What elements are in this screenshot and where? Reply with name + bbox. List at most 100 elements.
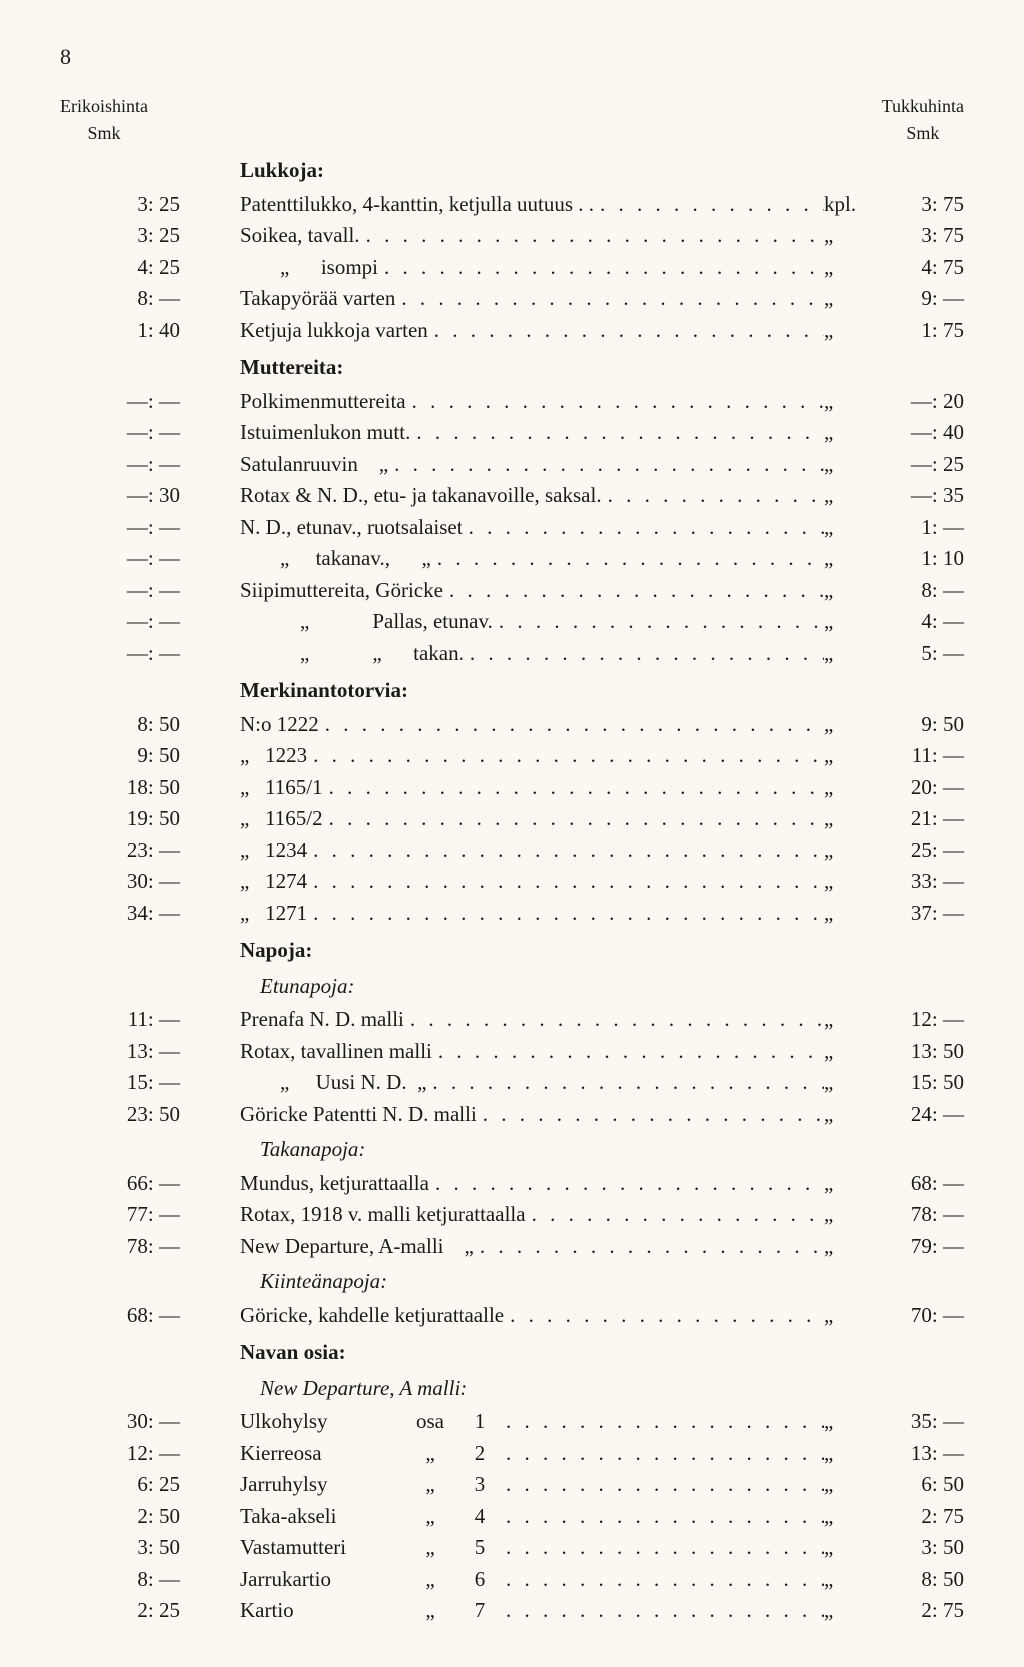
section-merkinanto-rows: 8: 50N:o 1222. . . . . . . . . . . . . .… [60, 709, 964, 930]
part-number: 5 [460, 1532, 500, 1564]
part-osa: „ [400, 1595, 460, 1627]
header-left-2: Smk [60, 120, 148, 147]
price-right: 8: 50 [874, 1564, 964, 1596]
price-right: 3: 75 [874, 220, 964, 252]
price-left: 2: 50 [60, 1501, 240, 1533]
price-left: 77: — [60, 1199, 240, 1231]
price-unit: „ [824, 1438, 874, 1470]
price-left: 30: — [60, 1406, 240, 1438]
price-right: 3: 75 [874, 189, 964, 221]
price-left: 8: 50 [60, 709, 240, 741]
leader-dots: . . . . . . . . . . . . . . . . . . . . … [323, 772, 824, 804]
section-merkinanto-title: Merkinantotorvia: [240, 675, 964, 707]
leader-dots: . . . . . . . . . . . . . . . . . . . . … [474, 1231, 824, 1263]
price-row: 4: 25„ isompi. . . . . . . . . . . . . .… [60, 252, 964, 284]
price-right: 8: — [874, 575, 964, 607]
column-headers: Erikoishinta Smk Tukkuhinta Smk [60, 93, 964, 147]
price-right: 9: 50 [874, 709, 964, 741]
price-desc: Siipimuttereita, Göricke [240, 575, 443, 607]
price-right: 4: 75 [874, 252, 964, 284]
page-number: 8 [60, 40, 964, 73]
sub-takanapoja-rows: 66: —Mundus, ketjurattaalla. . . . . . .… [60, 1168, 964, 1263]
price-left: —: — [60, 386, 240, 418]
price-right: 4: — [874, 606, 964, 638]
leader-dots: . . . . . . . . . . . . . . . . . . . . … [463, 512, 824, 544]
price-unit: „ [824, 1067, 874, 1099]
price-left: 4: 25 [60, 252, 240, 284]
price-row: 2: 50Taka-akseli„4. . . . . . . . . . . … [60, 1501, 964, 1533]
price-desc: Ketjuja lukkoja varten [240, 315, 428, 347]
price-row: —: —„ „ takan.. . . . . . . . . . . . . … [60, 638, 964, 670]
price-right: 37: — [874, 898, 964, 930]
part-number: 4 [460, 1501, 500, 1533]
price-desc: „ 1223 [240, 740, 307, 772]
price-desc: Polkimenmuttereita [240, 386, 406, 418]
price-row: 23: —„ 1234. . . . . . . . . . . . . . .… [60, 835, 964, 867]
price-left: 23: 50 [60, 1099, 240, 1131]
header-right-1: Tukkuhinta [882, 93, 964, 120]
leader-dots: . . . . . . . . . . . . . . . . . . . . … [431, 543, 824, 575]
price-unit: „ [824, 1564, 874, 1596]
price-left: —: — [60, 606, 240, 638]
price-right: 1: 75 [874, 315, 964, 347]
sub-newdeparture-title: New Departure, A malli: [260, 1373, 964, 1405]
price-desc: Göricke, kahdelle ketjurattaalle [240, 1300, 504, 1332]
sub-etunapoja-rows: 11: —Prenafa N. D. malli. . . . . . . . … [60, 1004, 964, 1130]
price-left: 3: 50 [60, 1532, 240, 1564]
price-row: 15: —„ Uusi N. D. „. . . . . . . . . . .… [60, 1067, 964, 1099]
price-row: —: —Satulanruuvin „. . . . . . . . . . .… [60, 449, 964, 481]
price-right: 35: — [874, 1406, 964, 1438]
price-right: 2: 75 [874, 1595, 964, 1627]
section-lukkoja-title: Lukkoja: [240, 155, 964, 187]
price-left: 23: — [60, 835, 240, 867]
price-unit: „ [824, 772, 874, 804]
leader-dots: . . . . . . . . . . . . . . . . . . . . … [388, 449, 824, 481]
price-unit: „ [824, 543, 874, 575]
price-left: 2: 25 [60, 1595, 240, 1627]
price-right: 20: — [874, 772, 964, 804]
price-desc: Soikea, tavall. [240, 220, 360, 252]
price-unit: „ [824, 1036, 874, 1068]
price-unit: „ [824, 417, 874, 449]
price-left: 11: — [60, 1004, 240, 1036]
leader-dots: . . . . . . . . . . . . . . . . . . . . … [493, 606, 824, 638]
price-unit: „ [824, 252, 874, 284]
price-right: 25: — [874, 835, 964, 867]
leader-dots: . . . . . . . . . . . . . . . . . . . . … [432, 1036, 824, 1068]
price-desc: „ takanav., „ [240, 543, 431, 575]
price-unit: „ [824, 835, 874, 867]
price-unit: „ [824, 1231, 874, 1263]
price-desc: Satulanruuvin „ [240, 449, 388, 481]
price-row: —: —N. D., etunav., ruotsalaiset. . . . … [60, 512, 964, 544]
leader-dots: . . . . . . . . . . . . . . . . . . . . … [307, 740, 824, 772]
price-row: 2: 25Kartio„7. . . . . . . . . . . . . .… [60, 1595, 964, 1627]
price-right: 13: — [874, 1438, 964, 1470]
price-row: 8: —Takapyörää varten. . . . . . . . . .… [60, 283, 964, 315]
price-right: 1: — [874, 512, 964, 544]
price-desc: „ 1234 [240, 835, 307, 867]
price-right: 79: — [874, 1231, 964, 1263]
leader-dots: . . . . . . . . . . . . . . . . . . . . … [429, 1168, 824, 1200]
price-row: —: 30Rotax & N. D., etu- ja takanavoille… [60, 480, 964, 512]
part-osa: „ [400, 1564, 460, 1596]
price-unit: „ [824, 740, 874, 772]
price-right: 12: — [874, 1004, 964, 1036]
price-desc: Taka-akseli [240, 1501, 400, 1533]
price-row: —: —„ takanav., „. . . . . . . . . . . .… [60, 543, 964, 575]
price-row: 11: —Prenafa N. D. malli. . . . . . . . … [60, 1004, 964, 1036]
price-left: —: — [60, 449, 240, 481]
price-row: 12: —Kierreosa„2. . . . . . . . . . . . … [60, 1438, 964, 1470]
price-desc: Kartio [240, 1595, 400, 1627]
price-unit: „ [824, 1501, 874, 1533]
price-right: 5: — [874, 638, 964, 670]
price-unit: „ [824, 1199, 874, 1231]
price-row: 66: —Mundus, ketjurattaalla. . . . . . .… [60, 1168, 964, 1200]
price-unit: „ [824, 1595, 874, 1627]
price-left: —: — [60, 543, 240, 575]
leader-dots: . . . . . . . . . . . . . . . . . . . . … [426, 1067, 824, 1099]
section-muttereita-title: Muttereita: [240, 352, 964, 384]
price-row: —: —Istuimenlukon mutt.. . . . . . . . .… [60, 417, 964, 449]
price-unit: „ [824, 220, 874, 252]
price-desc: New Departure, A-malli „ [240, 1231, 474, 1263]
price-right: 68: — [874, 1168, 964, 1200]
